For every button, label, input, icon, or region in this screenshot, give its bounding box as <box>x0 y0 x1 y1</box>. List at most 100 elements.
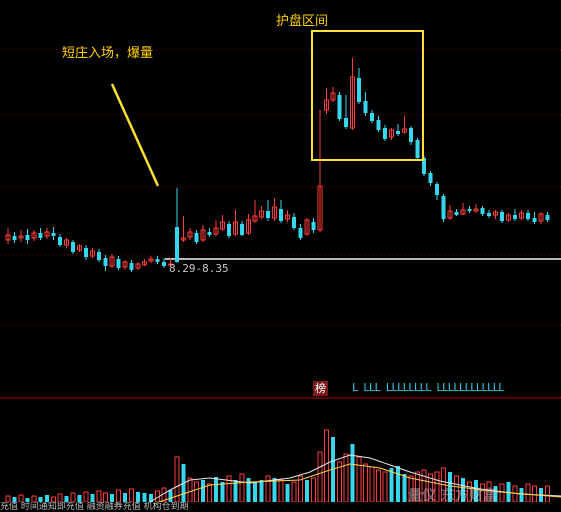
volume-bar-down <box>201 480 205 502</box>
candle-body-down <box>441 196 446 219</box>
candle-body-down <box>513 215 517 219</box>
candle-body-up <box>447 210 453 219</box>
candle-body-down <box>240 224 244 235</box>
candle-body-up <box>109 256 115 267</box>
candle-body-up <box>460 209 466 215</box>
volume-bar-down <box>64 496 69 502</box>
volume-bar-up <box>545 485 550 503</box>
candle-body-up <box>168 263 173 266</box>
candle-body-down <box>51 233 56 236</box>
volume-bar-down <box>305 480 309 502</box>
volume-bar-down <box>396 466 400 502</box>
candle-body-down <box>279 209 283 221</box>
volume-bar-up <box>356 456 362 503</box>
candle-body-up <box>324 99 329 111</box>
candle-body-down <box>428 173 433 183</box>
candle-body-up <box>64 239 69 246</box>
candle-body-up <box>285 214 290 220</box>
candle-body-down <box>194 233 199 242</box>
volume-bar-up <box>376 469 381 503</box>
candle-body-up <box>220 221 225 230</box>
volume-bar-down <box>149 494 153 502</box>
candle-body-up <box>330 92 336 101</box>
volume-bar-up <box>317 451 323 503</box>
volume-bar-down <box>77 495 82 502</box>
candle-body-down <box>103 258 108 266</box>
candle-body-down <box>363 101 368 113</box>
volume-bar-down <box>110 494 114 502</box>
volume-bar-up <box>291 481 297 503</box>
volume-bar-down <box>461 478 465 502</box>
volume-ma-line-2 <box>149 463 561 506</box>
candle-body-up <box>135 263 141 269</box>
candle-body-up <box>519 212 524 219</box>
volume-bar-up <box>311 477 316 503</box>
volume-bar-up <box>343 453 349 503</box>
candle-body-down <box>467 209 472 211</box>
volume-bar-up <box>324 429 329 503</box>
candle-body-down <box>487 213 491 216</box>
price-range-label: 8.29-8.35 <box>169 262 229 275</box>
candle-body-down <box>480 208 485 214</box>
candle-body-up <box>148 258 154 262</box>
volume-bar-down <box>519 488 524 502</box>
candle-body-up <box>304 219 310 235</box>
candle-body-down <box>25 235 30 240</box>
volume-bar-down <box>123 493 127 502</box>
volume-bar-up <box>525 483 531 503</box>
candle-body-down <box>84 248 88 257</box>
candle-body-down <box>207 232 212 235</box>
volume-bar-up <box>382 471 388 503</box>
candle-body-up <box>200 229 206 241</box>
rank-badge[interactable]: 榜 <box>313 381 328 396</box>
volume-bar-up <box>129 488 134 503</box>
volume-bar-down <box>38 497 43 502</box>
candle-body-up <box>90 250 95 257</box>
volume-bar-down <box>12 497 17 502</box>
volume-bar-up <box>194 481 199 503</box>
annotation-arrow-line <box>110 83 160 187</box>
candle-body-up <box>44 231 50 237</box>
candle-body-up <box>473 208 479 212</box>
candle-body-down <box>162 262 166 266</box>
volume-bar-up <box>187 477 193 503</box>
candle-body-down <box>396 131 400 134</box>
volume-bar-up <box>57 493 63 503</box>
candle-body-down <box>545 215 550 220</box>
volume-bar-up <box>18 494 24 503</box>
candle-body-down <box>97 252 101 260</box>
volume-bar-down <box>402 474 407 502</box>
candle-body-down <box>344 118 348 127</box>
bottom-status-bar[interactable]: 充值 时间通知即充值 融资融券充值 机构仓到期 <box>0 502 561 512</box>
volume-bar-down <box>474 480 478 502</box>
volume-bar-up <box>96 490 102 503</box>
volume-bar-down <box>448 472 452 502</box>
candle-body-down <box>415 140 420 158</box>
volume-bar-up <box>207 483 212 503</box>
volume-bar-up <box>532 485 537 503</box>
candle-body-up <box>272 206 277 219</box>
candle-body-down <box>175 227 179 262</box>
candle-body-up <box>187 231 193 238</box>
candle-body-down <box>227 224 231 236</box>
candle-body-down <box>58 237 62 245</box>
volume-bar-down <box>493 486 498 502</box>
candle-body-up <box>122 261 128 268</box>
volume-bar-up <box>70 492 76 503</box>
candle-body-down <box>298 228 303 238</box>
volume-bar-up <box>278 479 284 503</box>
candle-body-down <box>266 211 270 218</box>
volume-bar-down <box>259 480 264 502</box>
candle-body-down <box>337 95 342 119</box>
indicator-markers: L LLL LLLLLLLL LLLLLLLLLLLL <box>352 381 505 394</box>
volume-bar-up <box>363 463 368 503</box>
candle-body-down <box>370 113 374 121</box>
candle-body-up <box>18 235 24 239</box>
volume-ma-line <box>149 454 561 503</box>
candle-body-up <box>246 219 251 234</box>
volume-bar-down <box>506 482 511 502</box>
candle-body-up <box>317 185 323 231</box>
volume-bar-up <box>103 492 108 503</box>
candle-body-down <box>383 128 387 139</box>
